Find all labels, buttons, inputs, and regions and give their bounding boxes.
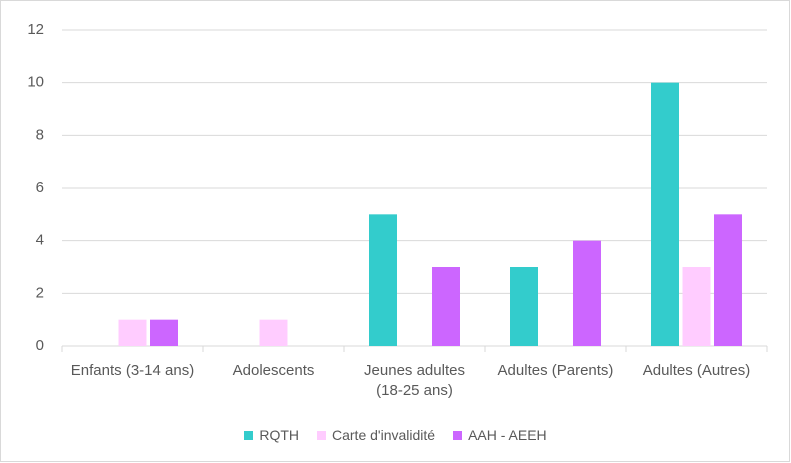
bar bbox=[259, 319, 288, 346]
legend-label: AAH - AEEH bbox=[468, 427, 547, 443]
y-tick-label: 8 bbox=[36, 126, 44, 143]
bar bbox=[714, 214, 742, 346]
x-tick-label: Jeunes adultes (18-25 ans) bbox=[364, 362, 465, 399]
legend: RQTH Carte d'invalidité AAH - AEEH bbox=[0, 427, 791, 443]
legend-item: AAH - AEEH bbox=[453, 427, 547, 443]
y-tick-label: 10 bbox=[27, 74, 44, 91]
legend-swatch bbox=[453, 430, 463, 440]
legend-label: Carte d'invalidité bbox=[332, 427, 436, 443]
x-tick-label: Adolescents bbox=[232, 362, 315, 379]
bar bbox=[573, 240, 601, 346]
bar bbox=[510, 267, 538, 346]
bar bbox=[651, 82, 679, 347]
legend-item: RQTH bbox=[244, 427, 299, 443]
y-tick-label: 4 bbox=[36, 232, 44, 249]
bar bbox=[369, 214, 397, 346]
legend-swatch bbox=[317, 430, 326, 440]
y-tick-label: 6 bbox=[36, 179, 44, 196]
bar bbox=[150, 319, 178, 346]
bar bbox=[432, 267, 460, 346]
bar bbox=[118, 319, 147, 346]
y-tick-label: 0 bbox=[36, 337, 44, 354]
x-tick-label: Adultes (Parents) bbox=[497, 362, 614, 379]
y-tick-label: 12 bbox=[27, 21, 44, 38]
x-tick-label: Adultes (Autres) bbox=[642, 362, 751, 379]
legend-item: Carte d'invalidité bbox=[317, 427, 435, 443]
y-tick-label: 2 bbox=[36, 284, 44, 301]
x-tick-label: Enfants (3-14 ans) bbox=[70, 362, 195, 379]
bar bbox=[682, 267, 711, 346]
legend-label: RQTH bbox=[259, 427, 299, 443]
legend-swatch bbox=[244, 430, 254, 440]
